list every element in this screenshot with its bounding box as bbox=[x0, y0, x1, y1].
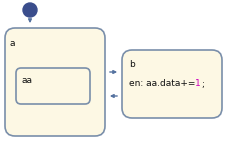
Text: en: aa.data+=: en: aa.data+= bbox=[128, 79, 195, 88]
Text: a: a bbox=[10, 39, 15, 48]
Text: 1: 1 bbox=[195, 79, 200, 88]
Text: ;: ; bbox=[200, 79, 203, 88]
FancyBboxPatch shape bbox=[122, 50, 221, 118]
Circle shape bbox=[23, 3, 37, 17]
Text: aa: aa bbox=[22, 76, 33, 85]
FancyBboxPatch shape bbox=[16, 68, 90, 104]
Text: b: b bbox=[128, 60, 134, 69]
FancyBboxPatch shape bbox=[5, 28, 105, 136]
